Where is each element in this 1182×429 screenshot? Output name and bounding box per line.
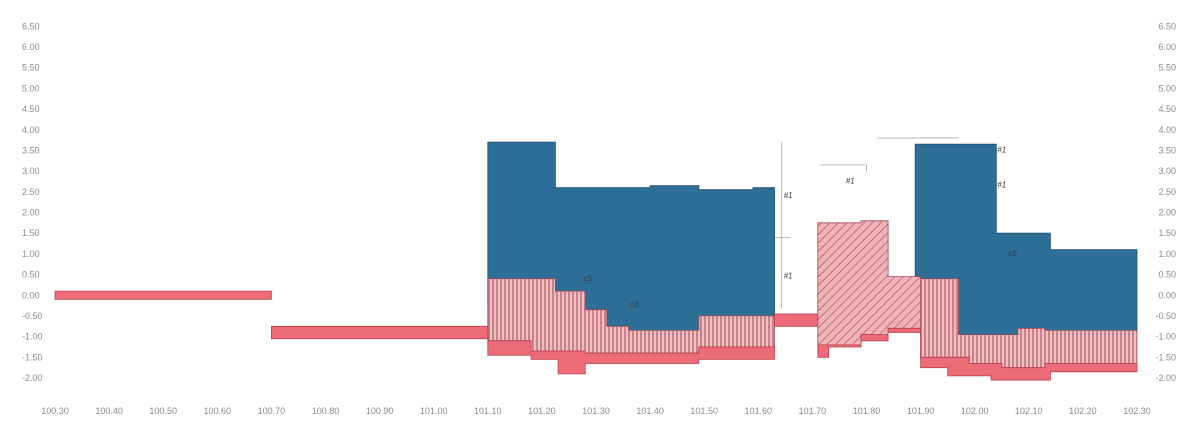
- y-tick-label-right: -1.00: [1155, 332, 1176, 342]
- annotation-label: c5: [1008, 249, 1017, 258]
- y-tick-label-left: 1.00: [22, 249, 40, 259]
- x-tick-label: 102.30: [1123, 406, 1151, 416]
- x-tick-label: 102.20: [1069, 406, 1097, 416]
- y-tick-label-right: 6.50: [1158, 21, 1176, 31]
- x-tick-label: 101.10: [474, 406, 502, 416]
- x-tick-label: 100.50: [149, 406, 177, 416]
- y-tick-label-right: 2.50: [1158, 187, 1176, 197]
- y-tick-label-right: -0.50: [1155, 311, 1176, 321]
- bed-strip-5: [817, 327, 921, 358]
- y-tick-label-left: 5.00: [22, 83, 40, 93]
- x-tick-label: 101.00: [420, 406, 448, 416]
- y-tick-label-right: 0.00: [1158, 290, 1176, 300]
- y-tick-label-right: 1.00: [1158, 249, 1176, 259]
- y-axis-left: 6.50 6.00 5.50 5.00 4.50 4.00 3.50 3.00 2.50 2.00…: [22, 21, 43, 383]
- annotation-label: #1: [784, 191, 793, 200]
- y-tick-label-right: 2.00: [1158, 208, 1176, 218]
- y-tick-label-left: -1.00: [22, 332, 43, 342]
- annotation-label: c5: [584, 274, 593, 283]
- y-tick-label-right: 5.00: [1158, 83, 1176, 93]
- y-tick-label-left: 0.00: [22, 290, 40, 300]
- y-tick-label-left: 3.50: [22, 145, 40, 155]
- x-tick-label: 101.20: [528, 406, 556, 416]
- y-tick-label-left: 2.50: [22, 187, 40, 197]
- x-tick-label: 101.30: [582, 406, 610, 416]
- y-tick-label-left: 4.50: [22, 104, 40, 114]
- x-tick-label: 100.30: [41, 406, 69, 416]
- y-tick-label-left: 1.50: [22, 228, 40, 238]
- y-tick-label-left: -1.50: [22, 352, 43, 362]
- y-tick-label-right: 0.50: [1158, 270, 1176, 280]
- y-tick-label-left: 4.00: [22, 125, 40, 135]
- x-tick-label: 102.00: [961, 406, 989, 416]
- x-tick-label: 100.40: [95, 406, 123, 416]
- y-tick-label-left: 3.00: [22, 166, 40, 176]
- y-tick-label-right: -1.50: [1155, 352, 1176, 362]
- y-tick-label-right: -2.00: [1155, 373, 1176, 383]
- annotation-label: #1: [997, 181, 1006, 190]
- bed-strip-4: [774, 313, 819, 327]
- x-tick-label: 102.10: [1015, 406, 1043, 416]
- y-tick-label-left: 2.00: [22, 208, 40, 218]
- y-tick-label-left: 0.50: [22, 270, 40, 280]
- annotation-label: c3: [630, 301, 639, 310]
- x-tick-label: 101.70: [799, 406, 827, 416]
- annotation-label: #1: [784, 272, 793, 281]
- bed-strip-6: [920, 328, 1138, 381]
- y-tick-label-right: 3.00: [1158, 166, 1176, 176]
- annotation-labels: #1 #1 #1 #1 #1 c5 c3 c5: [584, 146, 1018, 310]
- x-tick-label: 101.50: [690, 406, 718, 416]
- y-tick-label-right: 6.00: [1158, 42, 1176, 52]
- x-tick-label: 100.70: [258, 406, 286, 416]
- y-tick-label-right: 5.50: [1158, 63, 1176, 73]
- y-tick-label-right: 1.50: [1158, 228, 1176, 238]
- y-tick-label-right: 4.00: [1158, 125, 1176, 135]
- bed-strip-3: [487, 340, 775, 375]
- x-tick-label: 100.60: [204, 406, 232, 416]
- y-tick-label-left: -2.00: [22, 373, 43, 383]
- plot-area: [54, 141, 1138, 381]
- annotation-label: #1: [846, 177, 855, 186]
- x-tick-label: 100.80: [312, 406, 340, 416]
- y-tick-label-left: 5.50: [22, 63, 40, 73]
- y-tick-label-left: 6.00: [22, 42, 40, 52]
- y-tick-label-left: 6.50: [22, 21, 40, 31]
- x-tick-label: 101.60: [745, 406, 773, 416]
- x-tick-label: 101.80: [853, 406, 881, 416]
- y-axis-right: 6.50 6.00 5.50 5.00 4.50 4.00 3.50 3.00 2.50 2.00…: [1155, 21, 1176, 383]
- y-tick-label-left: -0.50: [22, 311, 43, 321]
- y-tick-label-right: 4.50: [1158, 104, 1176, 114]
- x-tick-label: 100.90: [366, 406, 394, 416]
- bed-strip-2: [270, 325, 489, 340]
- x-tick-label: 101.90: [907, 406, 935, 416]
- y-tick-label-right: 3.50: [1158, 145, 1176, 155]
- cross-hatched-section-1: [817, 220, 921, 346]
- x-tick-label: 101.40: [636, 406, 664, 416]
- bed-strip-1: [54, 290, 272, 300]
- x-axis: 100.30 100.40 100.50 100.60 100.70 100.80 100.…: [41, 406, 1151, 416]
- annotation-label: #1: [997, 146, 1006, 155]
